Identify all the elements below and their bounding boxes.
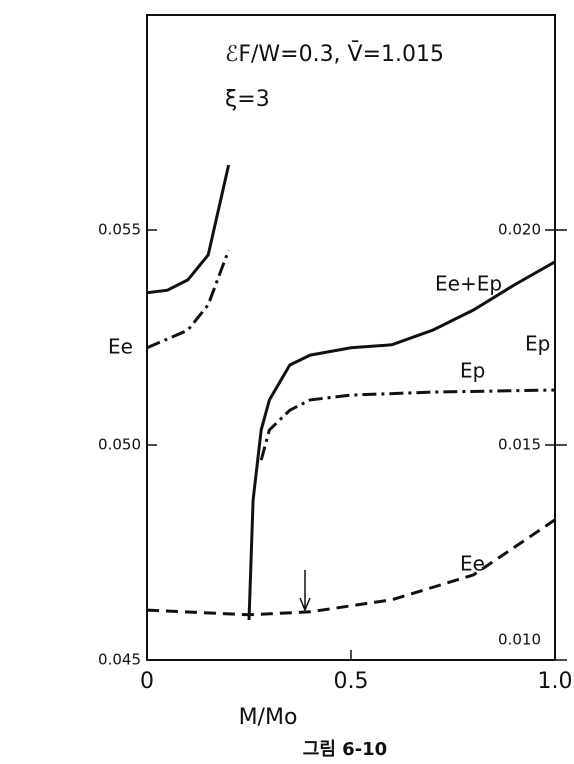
series-label: Ep bbox=[460, 359, 485, 383]
axis-series-label: Ep bbox=[525, 332, 550, 356]
chart-title: ℰF/W=0.3, V̄=1.015 bbox=[225, 41, 444, 67]
series-label: Ee+Ep bbox=[435, 272, 502, 296]
y2-tick-label: 0.010 bbox=[498, 631, 541, 649]
y-tick-label: 0.045 bbox=[98, 651, 141, 669]
y2-tick-label: 0.015 bbox=[498, 436, 541, 454]
y-tick-label: 0.055 bbox=[98, 221, 141, 239]
series-label: Ee bbox=[460, 552, 485, 576]
x-axis-label: M/Mo bbox=[239, 705, 298, 730]
x-tick-label: 1.0 bbox=[538, 669, 573, 694]
caption: 그림 6-10 bbox=[303, 739, 387, 760]
y2-tick-label: 0.020 bbox=[498, 221, 541, 239]
axis-series-label: Ee bbox=[108, 335, 133, 359]
chart-subtitle: ξ=3 bbox=[225, 87, 270, 112]
x-tick-label: 0.5 bbox=[334, 669, 369, 694]
arrow-head bbox=[299, 597, 311, 612]
x-tick-label: 0 bbox=[140, 669, 154, 694]
series-line bbox=[146, 164, 556, 621]
plot-frame bbox=[146, 14, 556, 661]
series-line bbox=[146, 518, 556, 617]
series-line bbox=[146, 249, 556, 461]
y-tick-label: 0.050 bbox=[98, 436, 141, 454]
